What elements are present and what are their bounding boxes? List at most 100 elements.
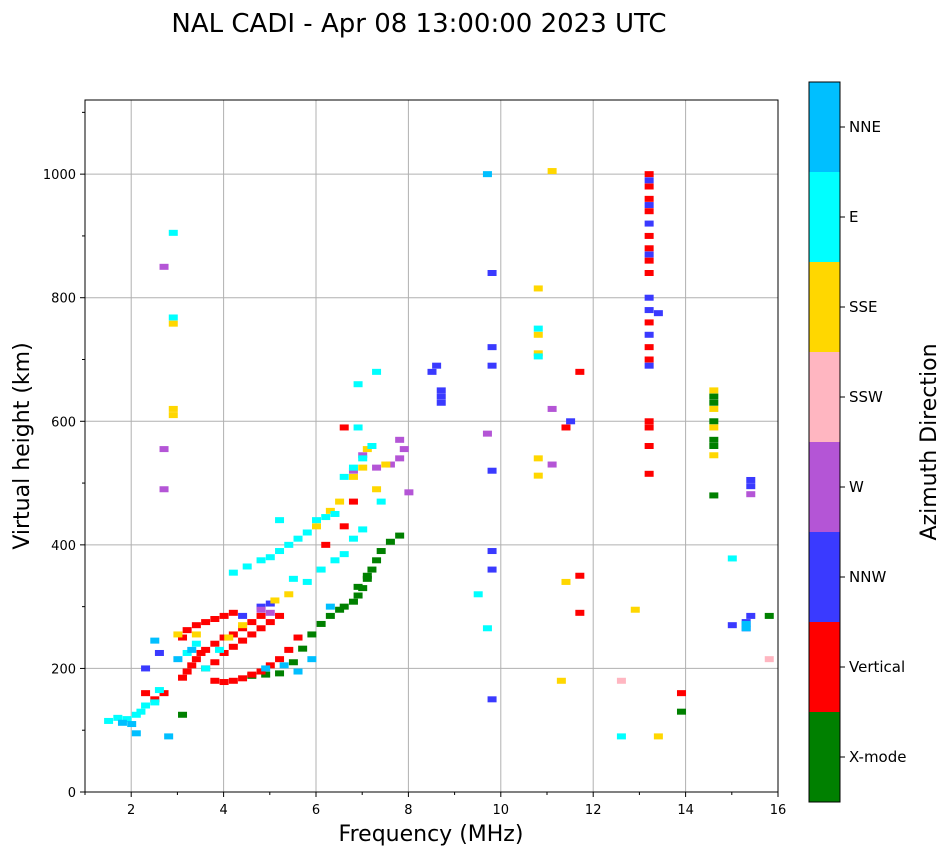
colorbar-title: Azimuth Direction bbox=[917, 343, 942, 540]
data-point bbox=[173, 631, 183, 638]
data-point bbox=[644, 294, 654, 301]
data-point bbox=[644, 470, 654, 477]
data-point bbox=[353, 381, 363, 388]
data-point bbox=[228, 569, 238, 576]
data-point bbox=[224, 634, 234, 641]
colorbar-label: SSW bbox=[849, 388, 883, 406]
grid-lines bbox=[85, 100, 779, 793]
data-point bbox=[376, 498, 386, 505]
colorbar-segment bbox=[809, 442, 840, 532]
data-point bbox=[348, 464, 358, 471]
data-point bbox=[201, 619, 211, 626]
colorbar-segment bbox=[809, 262, 840, 352]
data-point bbox=[746, 491, 756, 498]
y-tick-label: 600 bbox=[51, 415, 76, 430]
colorbar-label: X-mode bbox=[849, 748, 906, 766]
data-point bbox=[141, 665, 151, 672]
data-point bbox=[113, 714, 123, 721]
data-point bbox=[228, 677, 238, 684]
data-point bbox=[358, 585, 368, 592]
data-point bbox=[187, 646, 197, 653]
data-point bbox=[270, 597, 280, 604]
data-point bbox=[362, 572, 372, 579]
data-point bbox=[316, 566, 326, 573]
data-point bbox=[182, 668, 192, 675]
data-point bbox=[358, 452, 368, 459]
data-point bbox=[159, 690, 169, 697]
data-point bbox=[547, 461, 557, 468]
data-point bbox=[265, 609, 275, 616]
data-point bbox=[348, 467, 358, 474]
data-point bbox=[335, 606, 345, 613]
data-point bbox=[210, 640, 220, 647]
x-axis-label: Frequency (MHz) bbox=[339, 822, 524, 847]
data-point bbox=[117, 719, 127, 726]
data-point bbox=[104, 717, 114, 724]
y-tick-label: 1000 bbox=[43, 168, 76, 183]
data-point bbox=[395, 532, 405, 539]
data-point bbox=[358, 455, 368, 462]
data-point bbox=[644, 257, 654, 264]
data-point bbox=[362, 446, 372, 453]
data-points bbox=[104, 168, 774, 740]
colorbar-segment bbox=[809, 352, 840, 442]
x-tick-label: 16 bbox=[770, 803, 787, 818]
data-point bbox=[709, 387, 719, 394]
data-point bbox=[131, 711, 141, 718]
data-point bbox=[325, 603, 335, 610]
data-point bbox=[709, 418, 719, 425]
data-point bbox=[358, 464, 368, 471]
data-point bbox=[487, 696, 497, 703]
y-tick-label: 800 bbox=[51, 292, 76, 307]
data-point bbox=[741, 620, 751, 627]
data-point bbox=[385, 461, 395, 468]
data-point bbox=[533, 325, 543, 332]
data-point bbox=[228, 643, 238, 650]
x-tick-label: 6 bbox=[312, 803, 320, 818]
y-axis: 0 200 400 600 800 1000 bbox=[43, 111, 85, 801]
colorbar-label: SSE bbox=[849, 298, 878, 316]
data-point bbox=[256, 606, 266, 613]
data-point bbox=[436, 399, 446, 406]
data-point bbox=[284, 541, 294, 548]
data-point bbox=[293, 668, 303, 675]
data-point bbox=[228, 631, 238, 638]
data-point bbox=[353, 424, 363, 431]
data-point bbox=[261, 671, 271, 678]
data-point bbox=[358, 526, 368, 533]
data-point bbox=[644, 245, 654, 252]
data-point bbox=[487, 467, 497, 474]
data-point bbox=[136, 708, 146, 715]
data-point bbox=[325, 612, 335, 619]
data-point bbox=[288, 575, 298, 582]
data-point bbox=[644, 171, 654, 178]
data-point bbox=[316, 620, 326, 627]
data-point bbox=[159, 263, 169, 270]
colorbar-segment bbox=[809, 712, 840, 802]
data-point bbox=[168, 320, 178, 327]
data-point bbox=[533, 350, 543, 357]
data-point bbox=[150, 699, 160, 706]
data-point bbox=[372, 464, 382, 471]
colorbar-frame bbox=[808, 81, 841, 803]
data-point bbox=[746, 612, 756, 619]
data-point bbox=[275, 656, 285, 663]
data-point bbox=[561, 578, 571, 585]
data-point bbox=[150, 637, 160, 644]
data-point bbox=[709, 393, 719, 400]
plot-area bbox=[85, 100, 778, 792]
data-point bbox=[325, 507, 335, 514]
data-point bbox=[348, 473, 358, 480]
data-point bbox=[482, 625, 492, 632]
data-point bbox=[256, 557, 266, 564]
data-point bbox=[191, 631, 201, 638]
data-point bbox=[210, 677, 220, 684]
data-point bbox=[201, 665, 211, 672]
colorbar-label: Vertical bbox=[849, 658, 905, 676]
data-point bbox=[644, 177, 654, 184]
data-point bbox=[312, 523, 321, 530]
data-point bbox=[330, 510, 340, 517]
data-point bbox=[247, 671, 257, 678]
data-point bbox=[533, 285, 543, 292]
data-point bbox=[533, 472, 543, 479]
